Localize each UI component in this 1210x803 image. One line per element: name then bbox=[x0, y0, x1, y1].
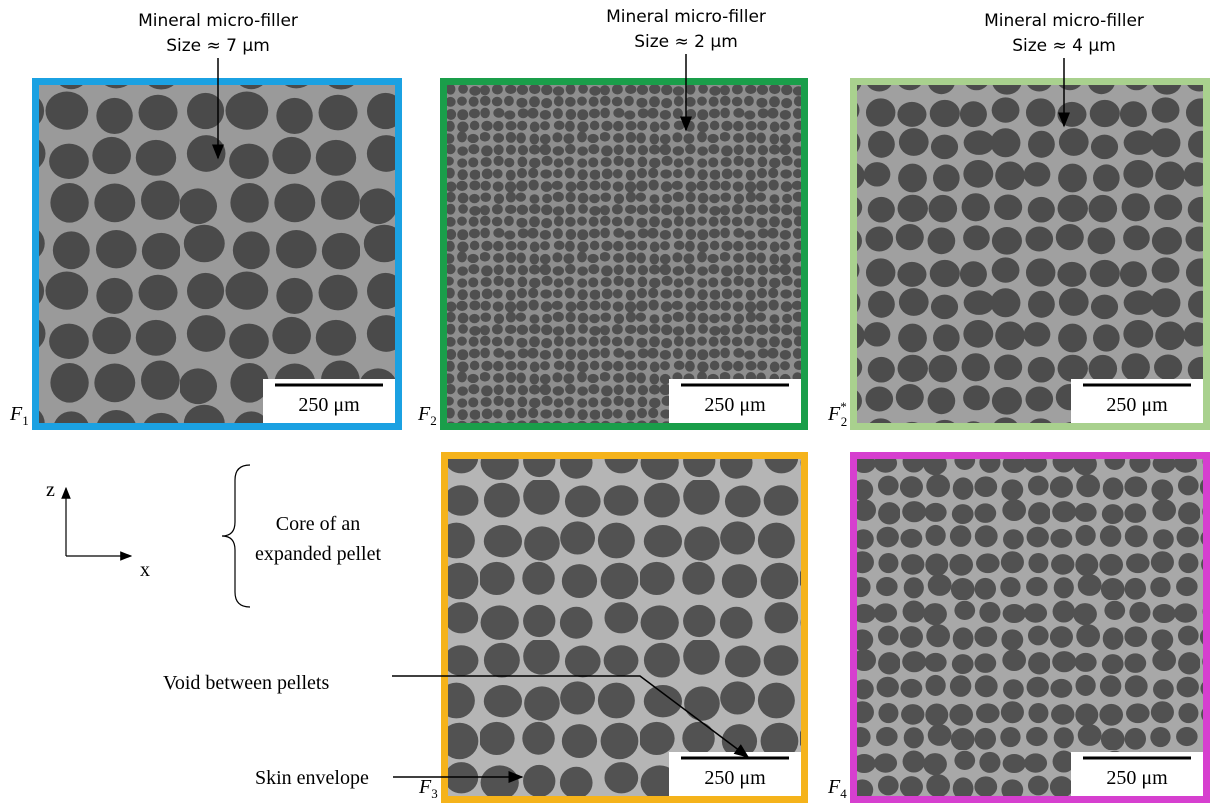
void-annotation: Void between pellets bbox=[163, 672, 329, 694]
panel-label-sup: * bbox=[840, 399, 847, 414]
x-label: x bbox=[140, 559, 150, 581]
panel-label-sub: 3 bbox=[431, 786, 438, 801]
panel-label: F2 bbox=[417, 403, 437, 428]
annotations: z x Core of an expanded pellet Void betw… bbox=[46, 7, 1144, 789]
micrograph bbox=[850, 452, 1210, 803]
panel-label: F4 bbox=[827, 776, 847, 801]
panel-label-main: F bbox=[827, 403, 841, 425]
scale-bar-label: 250 μm bbox=[1106, 767, 1168, 789]
core-annotation: expanded pellet bbox=[255, 543, 381, 565]
panel-label-main: F bbox=[9, 403, 23, 425]
scale-bar-label: 250 μm bbox=[1106, 394, 1168, 416]
scale-bar-label: 250 μm bbox=[298, 394, 360, 416]
filler-annotation: Mineral micro-filler bbox=[138, 11, 298, 31]
filler-annotation: Mineral micro-filler bbox=[984, 11, 1144, 31]
skin-annotation: Skin envelope bbox=[255, 767, 369, 789]
filler-size: Size ≈ 2 μm bbox=[634, 32, 738, 52]
panel-label-sub: 4 bbox=[840, 786, 847, 801]
scale-bar-label: 250 μm bbox=[704, 394, 766, 416]
micrograph bbox=[32, 78, 402, 430]
panel-label-main: F bbox=[827, 776, 841, 798]
brace bbox=[221, 464, 251, 608]
panel-label: F3 bbox=[418, 776, 438, 801]
micrograph bbox=[441, 452, 808, 803]
panel-label: F* 2 bbox=[827, 399, 847, 429]
void-arrow bbox=[392, 675, 750, 758]
panel-label-sub: 1 bbox=[22, 413, 29, 428]
filler-annotation: Mineral micro-filler bbox=[606, 7, 766, 27]
panel-label-main: F bbox=[417, 403, 431, 425]
scale-bar-label: 250 μm bbox=[704, 767, 766, 789]
panel-label-sub: 2 bbox=[841, 414, 848, 429]
filler-size: Size ≈ 4 μm bbox=[1012, 36, 1116, 56]
panel-label: F1 bbox=[9, 403, 29, 428]
z-label: z bbox=[46, 479, 55, 501]
panel-label-main: F bbox=[418, 776, 432, 798]
micrograph bbox=[440, 78, 808, 430]
core-annotation: Core of an bbox=[276, 513, 360, 535]
filler-size: Size ≈ 7 μm bbox=[166, 36, 270, 56]
panel-label-sub: 2 bbox=[430, 413, 437, 428]
micrograph bbox=[850, 78, 1210, 430]
